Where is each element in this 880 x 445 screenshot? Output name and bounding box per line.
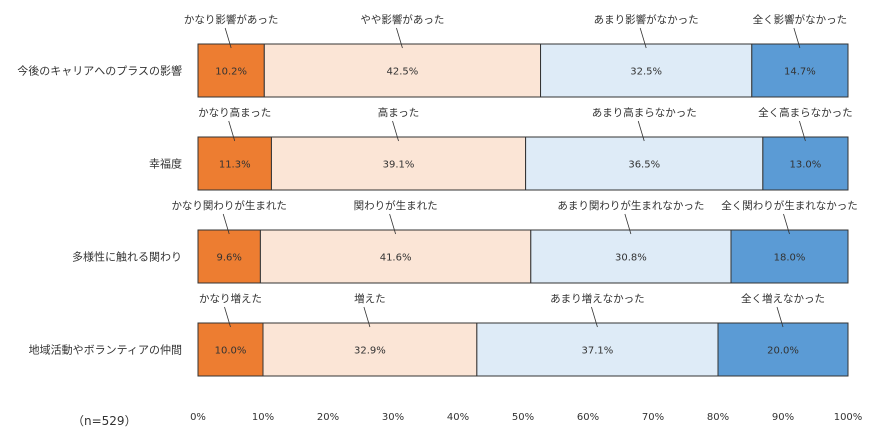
leader-line xyxy=(224,306,231,328)
bar-segment xyxy=(730,229,849,284)
data-label: 9.6% xyxy=(216,253,241,264)
response-label: 関わりが生まれた xyxy=(354,199,438,212)
data-label: 36.5% xyxy=(628,160,660,171)
x-tick-label: 10% xyxy=(252,412,274,423)
x-tick-label: 0% xyxy=(190,412,206,423)
leader-line xyxy=(783,213,790,235)
response-labels-layer: かなり影響があった やや影響があった あまり影響がなかった 全く影響がなかったかなり高… xyxy=(171,13,857,305)
response-label: やや影響があった xyxy=(360,13,444,26)
response-label: かなり高まった xyxy=(198,106,271,119)
response-label: 全く高まらなかった xyxy=(758,106,853,119)
data-label: 18.0% xyxy=(774,253,806,264)
bar-segment xyxy=(762,136,849,191)
data-label: 10.0% xyxy=(215,346,247,357)
bar-segment xyxy=(717,322,849,377)
response-label: あまり影響がなかった xyxy=(594,13,699,26)
response-label: 全く関わりが生まれなかった xyxy=(721,199,858,212)
bar-segment xyxy=(530,229,732,284)
data-label: 39.1% xyxy=(383,160,415,171)
response-label: 高まった xyxy=(378,106,420,119)
leader-line xyxy=(222,213,230,235)
bar-segment xyxy=(540,43,753,98)
x-tick-label: 90% xyxy=(772,412,794,423)
leader-line xyxy=(224,27,232,49)
bar-segment xyxy=(263,43,542,98)
data-label: 32.5% xyxy=(630,67,662,78)
x-axis: 0% 10% 20% 30% 40% 50% 60% 70% 80% 90% 100% xyxy=(190,412,862,423)
data-label: 10.2% xyxy=(215,67,247,78)
response-label: あまり関わりが生まれなかった xyxy=(557,199,704,212)
bar-segment xyxy=(197,136,272,191)
leader-line xyxy=(392,120,399,142)
category-label: 今後のキャリアへのプラスの影響 xyxy=(17,64,182,78)
leader-line xyxy=(624,213,632,235)
x-tick-label: 80% xyxy=(707,412,729,423)
leader-line xyxy=(639,27,647,49)
leader-lines-layer xyxy=(222,27,806,328)
category-label: 地域活動やボランティアの仲間 xyxy=(29,343,182,357)
data-label: 14.7% xyxy=(784,67,816,78)
bar-segment xyxy=(197,322,264,377)
leader-line xyxy=(776,306,784,328)
bar-segment xyxy=(476,322,719,377)
response-label: かなり影響があった xyxy=(184,13,279,26)
response-label: かなり関わりが生まれた xyxy=(171,199,287,212)
leader-line xyxy=(793,27,801,49)
data-label: 20.0% xyxy=(767,346,799,357)
data-label: 37.1% xyxy=(582,346,614,357)
category-label: 多様性に触れる関わり xyxy=(72,250,182,264)
data-label: 13.0% xyxy=(790,160,822,171)
data-label: 11.3% xyxy=(219,160,251,171)
data-label: 30.8% xyxy=(615,253,647,264)
data-label: 32.9% xyxy=(354,346,386,357)
leader-line xyxy=(591,306,598,328)
response-label: 増えた xyxy=(354,292,386,305)
leader-line xyxy=(363,306,371,328)
x-tick-label: 40% xyxy=(447,412,469,423)
leader-line xyxy=(637,120,645,142)
leader-line xyxy=(228,120,236,142)
bar-segment xyxy=(270,136,527,191)
x-tick-label: 30% xyxy=(382,412,404,423)
bar-segment xyxy=(525,136,764,191)
data-label: 42.5% xyxy=(387,67,419,78)
x-tick-label: 20% xyxy=(317,412,339,423)
x-tick-label: 100% xyxy=(834,412,863,423)
response-label: あまり増えなかった xyxy=(550,292,645,305)
x-tick-label: 60% xyxy=(577,412,599,423)
bar-segment xyxy=(751,43,849,98)
bar-segment xyxy=(262,322,478,377)
category-label: 幸福度 xyxy=(149,157,182,171)
x-tick-label: 70% xyxy=(642,412,664,423)
sample-size-note: （n=529） xyxy=(72,414,137,428)
response-label: 全く増えなかった xyxy=(741,292,825,305)
x-tick-label: 50% xyxy=(512,412,534,423)
leader-line xyxy=(799,120,806,142)
response-label: 全く影響がなかった xyxy=(753,13,848,26)
bars-layer: 今後のキャリアへのプラスの影響 10.2% 42.5% 32.5% 14.7% 幸福度 11… xyxy=(17,43,849,377)
data-label: 41.6% xyxy=(380,253,412,264)
response-label: かなり増えた xyxy=(199,292,262,305)
response-label: あまり高まらなかった xyxy=(592,106,697,119)
leader-line xyxy=(389,213,396,235)
leader-line xyxy=(396,27,403,49)
